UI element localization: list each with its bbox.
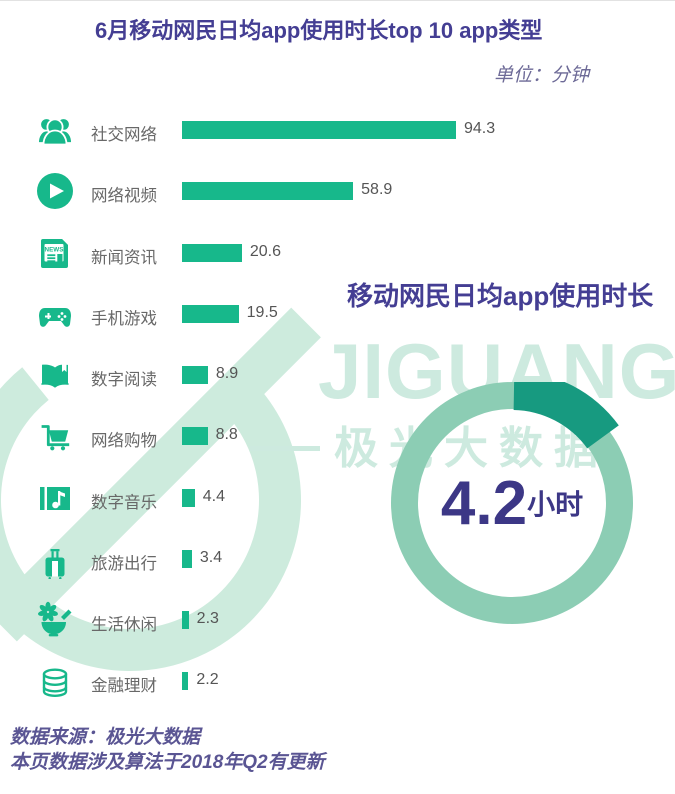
svg-text:NEWS: NEWS (45, 246, 64, 253)
